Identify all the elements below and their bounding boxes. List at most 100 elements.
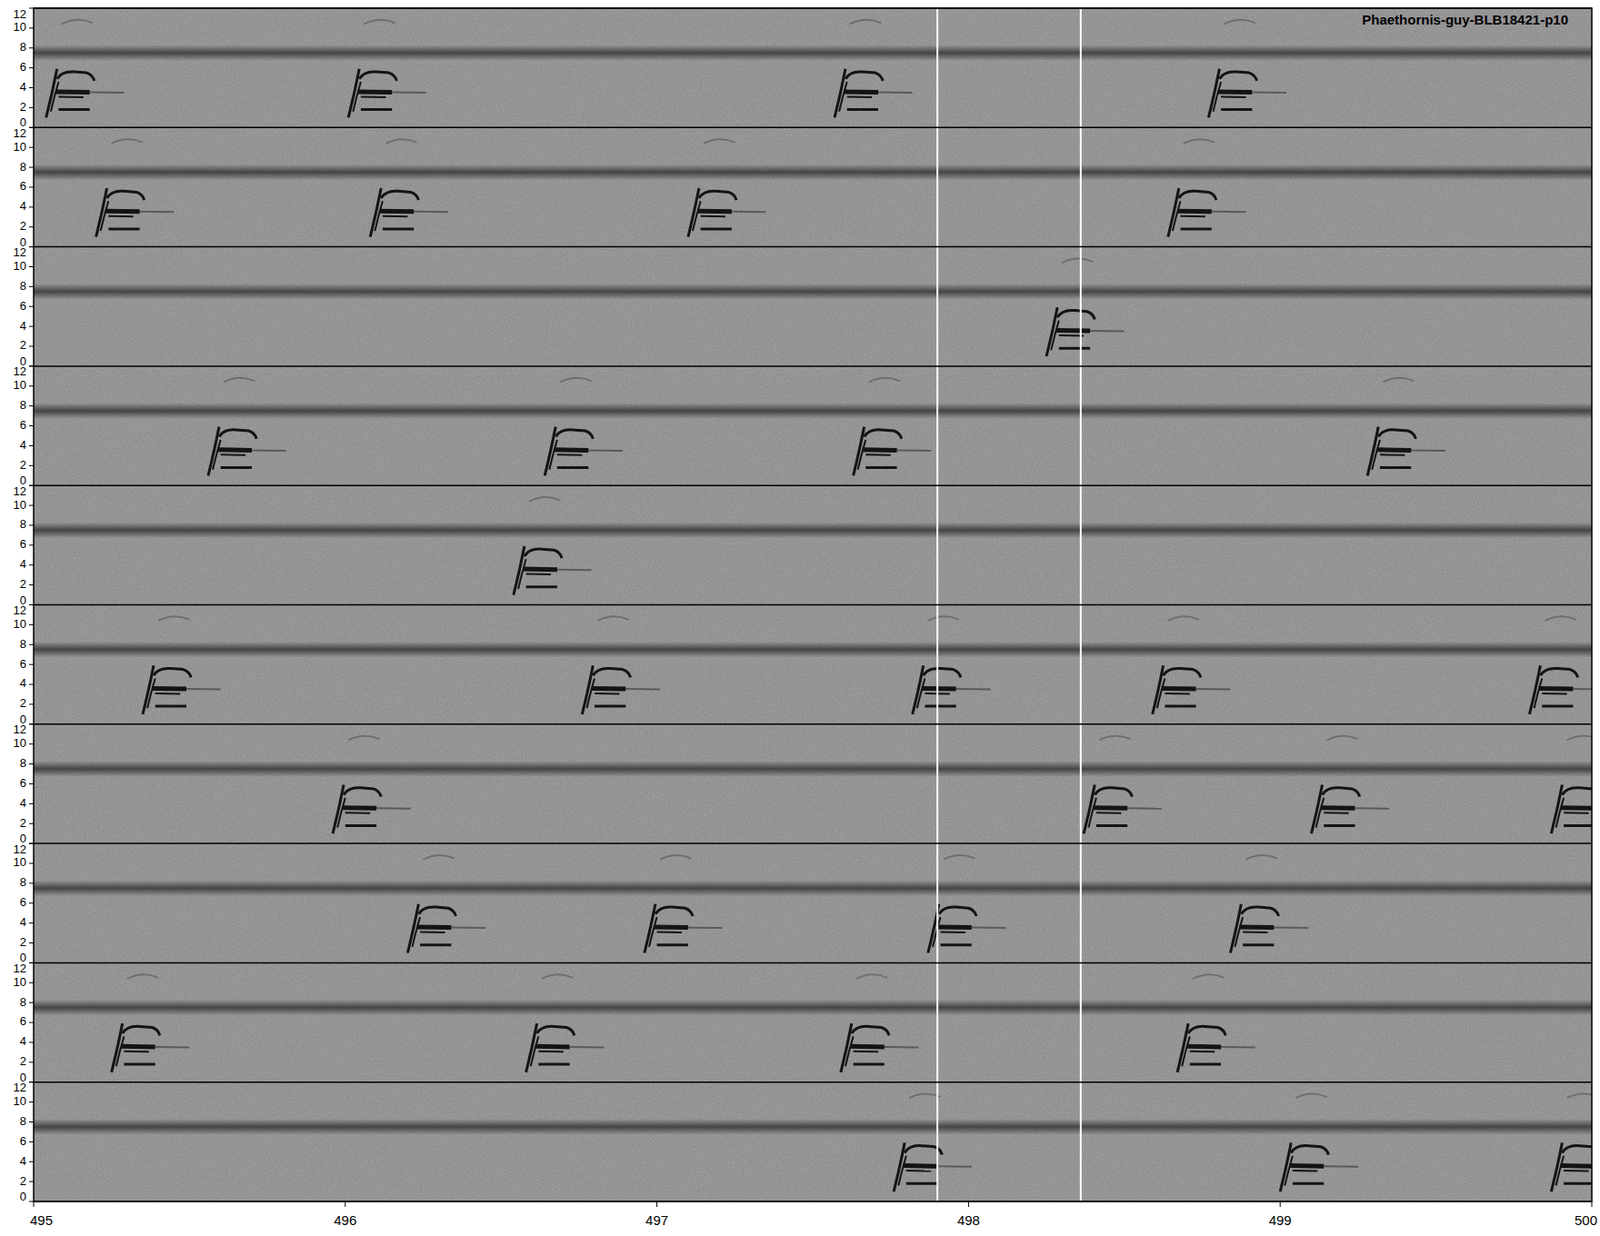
call-tail xyxy=(155,1046,190,1050)
call-harmonic-upper xyxy=(851,1026,890,1036)
call-tail xyxy=(557,569,592,572)
call-fundamental xyxy=(843,89,879,95)
call-faint-arc xyxy=(158,616,190,621)
call-onset-2 xyxy=(352,81,361,112)
call-fundamental xyxy=(1240,925,1275,931)
call-fundamental-2 xyxy=(865,453,890,457)
call-fundamental-2 xyxy=(1220,95,1246,99)
call-onset-2 xyxy=(1235,917,1244,948)
y-tick-label: 12 xyxy=(13,7,27,21)
call-harmonic-lower xyxy=(108,227,140,230)
call-onset-2 xyxy=(412,917,421,948)
call-fundamental xyxy=(105,209,140,215)
call-fundamental-2 xyxy=(526,573,551,577)
y-tick xyxy=(29,127,34,129)
call-fundamental xyxy=(1161,686,1197,692)
call-fundamental-2 xyxy=(853,1050,879,1054)
y-tick-label: 8 xyxy=(20,995,27,1010)
call-onset-2 xyxy=(649,917,658,948)
call-harmonic-lower xyxy=(594,705,626,709)
y-tick-label: 4 xyxy=(20,319,27,333)
call-faint-arc xyxy=(363,20,395,25)
call xyxy=(46,20,125,119)
call-fundamental xyxy=(55,89,90,95)
call xyxy=(581,616,660,715)
call-faint-arc xyxy=(909,1094,940,1100)
y-tick xyxy=(29,1081,34,1083)
call-fundamental xyxy=(1377,447,1412,453)
call-faint-arc xyxy=(1545,616,1577,621)
y-tick xyxy=(29,485,34,487)
call-fundamental xyxy=(653,925,689,931)
call-faint-arc xyxy=(127,974,159,980)
y-tick-label: 10 xyxy=(13,378,27,392)
call-harmonic-upper xyxy=(1179,190,1217,200)
call-harmonic-upper xyxy=(1219,71,1257,81)
call-tail xyxy=(1220,1046,1256,1050)
x-tick-label: 498 xyxy=(957,1212,980,1229)
y-tick xyxy=(29,405,34,407)
call-faint-arc xyxy=(943,855,975,860)
call-onset-2 xyxy=(917,679,926,710)
y-tick xyxy=(29,1041,34,1043)
call-harmonic-upper xyxy=(1290,1146,1329,1156)
call-onset-2 xyxy=(549,440,558,470)
call-fundamental xyxy=(1055,328,1090,334)
call-faint-arc xyxy=(850,20,881,25)
call-tail xyxy=(956,688,991,691)
call-onset-2 xyxy=(839,81,848,112)
call-faint-arc xyxy=(1192,974,1224,980)
y-tick xyxy=(29,1061,34,1063)
call-tail xyxy=(1196,688,1231,691)
y-tick-label: 12 xyxy=(13,364,27,379)
y-tick-label: 2 xyxy=(20,935,27,950)
y-tick xyxy=(29,27,34,29)
y-tick xyxy=(29,1022,34,1024)
call-harmonic-lower xyxy=(1563,1182,1592,1186)
y-tick xyxy=(29,962,34,964)
call-onset-2 xyxy=(587,679,596,710)
call-faint-arc xyxy=(660,855,691,860)
call-harmonic-lower xyxy=(1323,824,1355,828)
y-tick-label: 2 xyxy=(20,816,27,830)
call-harmonic-lower xyxy=(360,108,392,111)
call-harmonic-upper xyxy=(343,788,381,798)
call xyxy=(526,974,605,1073)
call-harmonic-lower xyxy=(906,1182,938,1186)
call-harmonic-lower xyxy=(1242,943,1274,947)
y-tick xyxy=(29,107,34,109)
call-fundamental xyxy=(697,209,732,215)
call-harmonic-upper xyxy=(923,668,961,678)
y-tick xyxy=(29,186,34,188)
call-harmonic-lower xyxy=(526,585,558,589)
y-tick xyxy=(29,1101,34,1103)
call-harmonic-lower xyxy=(1541,705,1573,709)
y-tick-label: 12 xyxy=(13,1080,27,1095)
call-tail xyxy=(1211,210,1247,214)
call-harmonic-lower xyxy=(924,705,956,709)
call xyxy=(688,139,767,238)
call-fundamental-2 xyxy=(538,1050,564,1054)
call-onset-2 xyxy=(212,440,221,470)
row-separator xyxy=(33,246,1592,249)
call-tail xyxy=(971,927,1007,930)
y-tick xyxy=(29,326,34,328)
y-tick xyxy=(29,67,34,69)
y-tick-label: 2 xyxy=(20,100,27,114)
call-harmonic-lower xyxy=(1180,227,1212,230)
y-tick-label: 10 xyxy=(13,498,27,512)
call xyxy=(1168,139,1247,238)
y-tick xyxy=(29,206,34,208)
call-fundamental-2 xyxy=(1096,811,1122,815)
call-onset-2 xyxy=(530,1036,540,1067)
call-faint-arc xyxy=(529,497,560,502)
call xyxy=(544,378,623,477)
call-tail xyxy=(588,449,623,452)
noise-band xyxy=(33,880,1592,898)
call-harmonic-lower xyxy=(1059,347,1090,350)
call-harmonic-upper xyxy=(1240,907,1279,917)
call-harmonic-upper xyxy=(359,71,397,81)
call-faint-arc xyxy=(1224,20,1256,25)
call-onset-2 xyxy=(374,200,383,231)
y-tick-label: 6 xyxy=(20,299,27,313)
